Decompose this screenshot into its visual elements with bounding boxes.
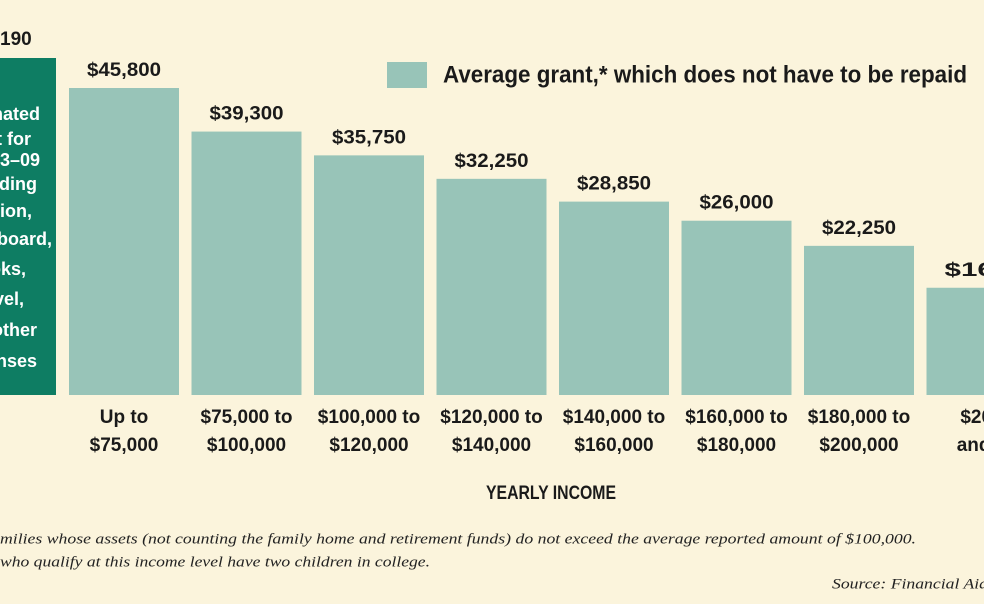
x-tick-label: $140,000 [452,435,531,456]
x-tick-label: $160,000 [574,435,653,456]
value-label: $39,300 [210,104,284,125]
legend-label: Average grant,* which does not have to b… [443,61,967,88]
side-text: oks, [0,259,26,279]
corner-text: 190 [0,29,32,50]
legend-swatch [387,62,427,88]
side-text: board, [0,229,52,249]
x-tick-label: $180,000 [697,435,776,456]
source: Source: Financial Aid [832,576,984,592]
side-text: 3–09 [0,150,40,170]
value-label: $26,000 [700,193,774,214]
x-tick-label: $200,000 [819,435,898,456]
x-tick-label: $120,000 [329,435,408,456]
side-text: uding [0,174,37,194]
value-label: $32,250 [455,151,529,172]
bar [804,245,914,395]
footnote: milies whose assets (not counting the fa… [0,531,916,547]
bar [314,155,424,395]
x-tick-label: and a [957,435,984,456]
x-tick-label: Up to [100,407,149,428]
x-tick-label: $160,000 to [685,407,787,428]
bar [436,178,547,395]
bar [191,131,302,395]
side-text: t for [0,129,31,149]
x-tick-label: $200 [960,407,984,428]
value-label: $35,750 [332,127,406,148]
side-box [0,58,56,395]
bar [926,287,984,395]
side-text: nses [0,351,37,371]
value-label: $28,850 [577,174,651,195]
value-label: $16,0 [945,260,984,281]
x-tick-label: $100,000 [207,435,286,456]
bar [681,220,792,395]
x-tick-label: $100,000 to [318,407,420,428]
value-label: $45,800 [87,60,161,81]
side-text: vel, [0,289,24,309]
side-text: tion, [0,201,32,221]
x-axis-title: YEARLY INCOME [486,483,616,504]
side-text: nated [0,104,40,124]
x-tick-label: $75,000 [90,435,159,456]
bar [69,88,179,395]
x-tick-label: $120,000 to [440,407,542,428]
x-tick-label: $180,000 to [808,407,910,428]
x-tick-label: $75,000 to [201,407,293,428]
value-label: $22,250 [822,218,896,239]
side-text: other [0,320,37,340]
x-tick-label: $140,000 to [563,407,665,428]
footnote: who qualify at this income level have tw… [0,554,430,570]
bar [559,201,669,395]
